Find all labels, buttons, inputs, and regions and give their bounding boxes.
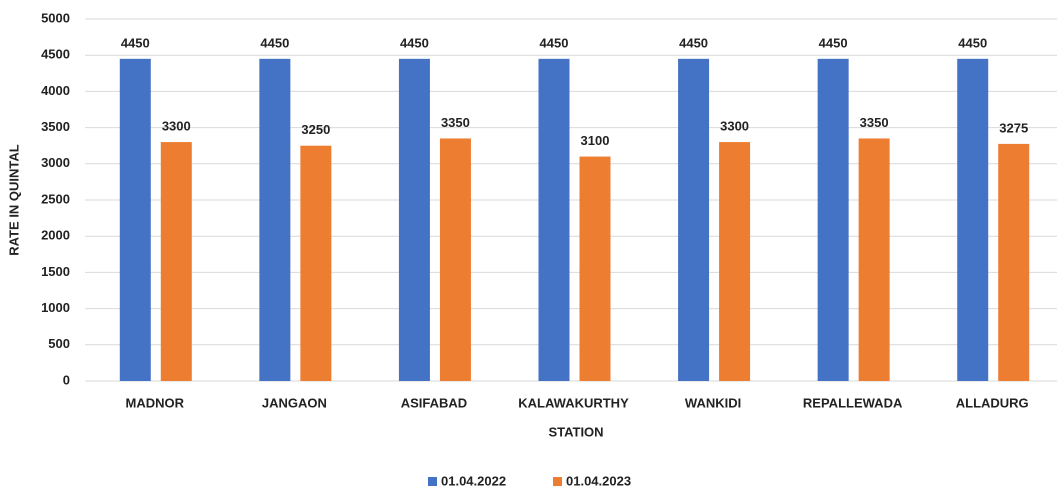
y-tick-label: 3000 <box>41 155 70 170</box>
y-tick-label: 4000 <box>41 83 70 98</box>
y-tick-label: 1000 <box>41 300 70 315</box>
data-label: 3350 <box>441 115 470 130</box>
bar <box>957 58 989 381</box>
bar <box>538 58 570 381</box>
data-label: 4450 <box>679 35 708 50</box>
data-label: 4450 <box>958 35 987 50</box>
x-tick-label: KALAWAKURTHY <box>518 395 629 410</box>
x-tick-label: JANGAON <box>262 395 327 410</box>
data-label: 4450 <box>400 35 429 50</box>
data-label: 4450 <box>260 35 289 50</box>
legend-swatch <box>428 477 437 486</box>
bar <box>398 58 430 381</box>
data-label: 4450 <box>121 35 150 50</box>
y-axis-title: RATE IN QUINTAL <box>6 144 21 256</box>
data-label: 3250 <box>301 122 330 137</box>
legend-label: 01.04.2023 <box>566 473 631 488</box>
bar <box>719 142 751 381</box>
data-label: 3300 <box>162 119 191 134</box>
legend-label: 01.04.2022 <box>441 473 506 488</box>
data-label: 3100 <box>581 133 610 148</box>
bar <box>998 143 1030 381</box>
data-label: 4450 <box>819 35 848 50</box>
bar <box>579 156 611 381</box>
x-tick-label: WANKIDI <box>685 395 741 410</box>
x-tick-label: ALLADURG <box>956 395 1029 410</box>
bar <box>439 138 471 381</box>
y-tick-label: 3500 <box>41 119 70 134</box>
x-axis-title: STATION <box>548 424 603 439</box>
x-tick-label: MADNOR <box>126 395 185 410</box>
y-tick-label: 500 <box>48 336 70 351</box>
bar <box>300 145 332 381</box>
y-tick-label: 4500 <box>41 47 70 62</box>
y-tick-label: 2500 <box>41 191 70 206</box>
x-tick-label: REPALLEWADA <box>803 395 903 410</box>
x-tick-label: ASIFABAD <box>401 395 467 410</box>
data-label: 4450 <box>540 35 569 50</box>
bar <box>678 58 710 381</box>
bar <box>160 142 192 381</box>
bar <box>858 138 890 381</box>
y-tick-label: 5000 <box>41 10 70 25</box>
y-tick-label: 2000 <box>41 228 70 243</box>
bar <box>817 58 849 381</box>
y-tick-label: 0 <box>63 372 70 387</box>
legend-swatch <box>553 477 562 486</box>
data-label: 3275 <box>999 120 1028 135</box>
data-label: 3350 <box>860 115 889 130</box>
data-label: 3300 <box>720 119 749 134</box>
bar <box>259 58 291 381</box>
bar <box>119 58 151 381</box>
y-tick-label: 1500 <box>41 264 70 279</box>
